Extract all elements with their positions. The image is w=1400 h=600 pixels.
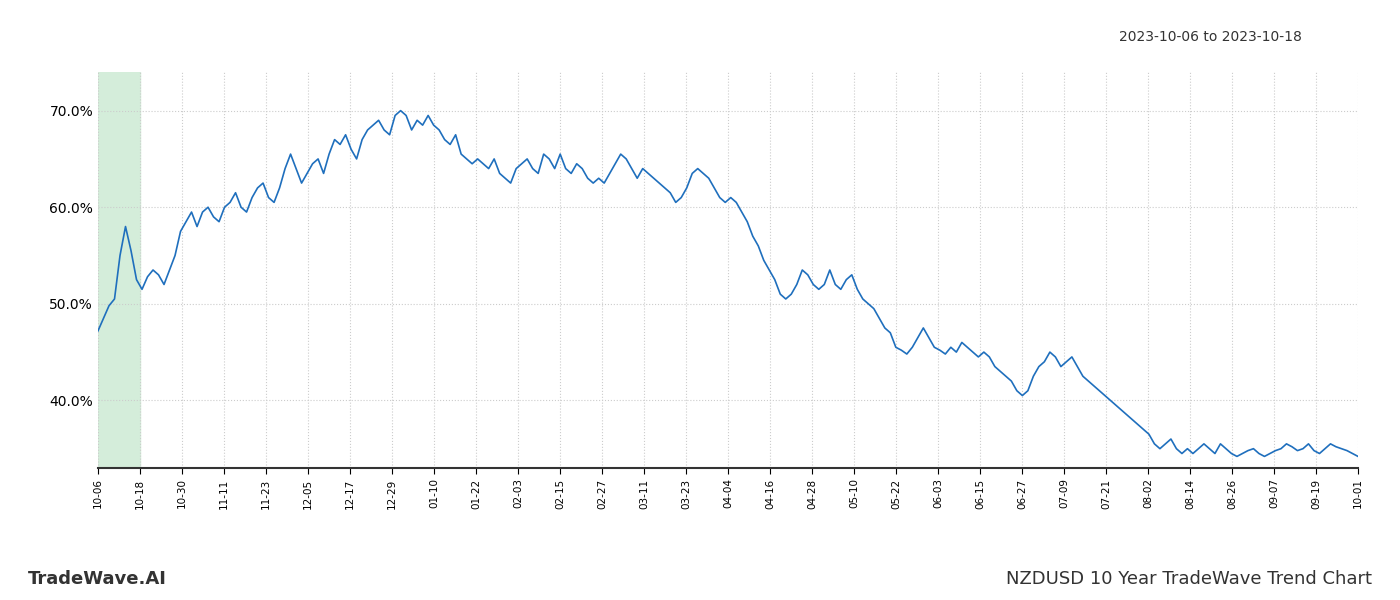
Text: TradeWave.AI: TradeWave.AI [28,570,167,588]
Text: NZDUSD 10 Year TradeWave Trend Chart: NZDUSD 10 Year TradeWave Trend Chart [1007,570,1372,588]
Text: 2023-10-06 to 2023-10-18: 2023-10-06 to 2023-10-18 [1119,30,1302,44]
Bar [98,72,140,468]
